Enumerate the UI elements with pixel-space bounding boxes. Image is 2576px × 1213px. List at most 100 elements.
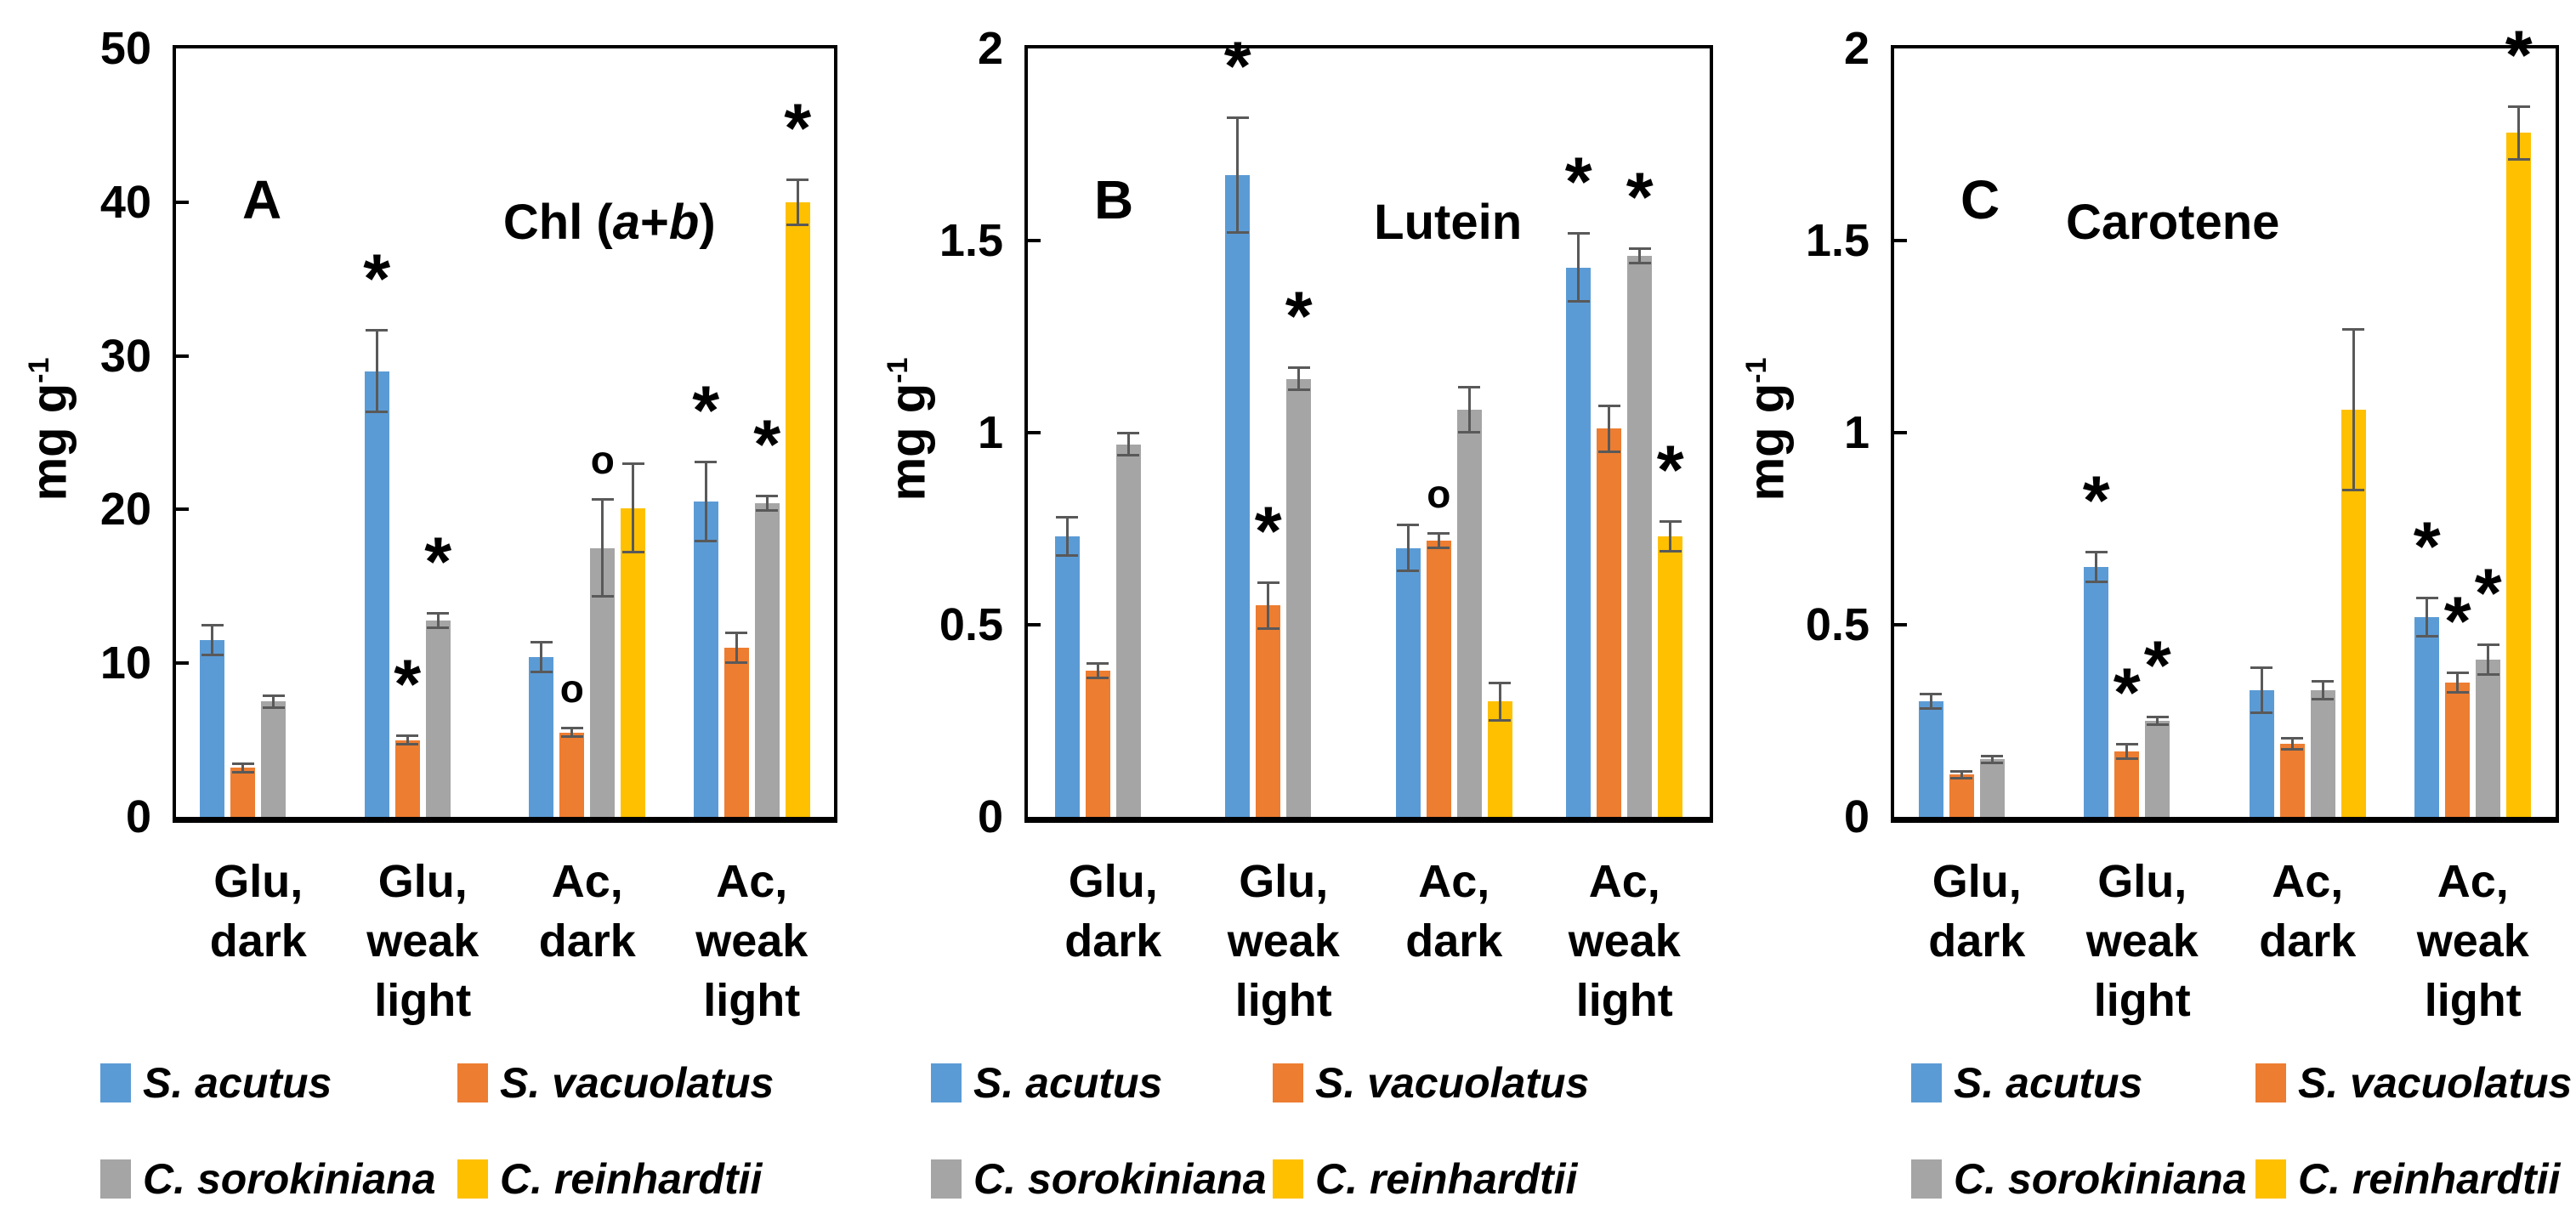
legend-item-s-acutus: S. acutus bbox=[100, 1058, 332, 1108]
error-bar-cap-top bbox=[396, 734, 419, 738]
legend-label: C. reinhardtii bbox=[2298, 1155, 2561, 1203]
x-category-label-line: dark bbox=[2259, 915, 2357, 966]
legend-swatch-icon bbox=[1911, 1159, 1942, 1199]
error-bar-cap-bottom bbox=[786, 223, 809, 226]
error-bar-cap-bottom bbox=[2507, 158, 2530, 162]
error-bar-cap-bottom bbox=[262, 706, 285, 709]
bar-c-reinhardtii-cat4 bbox=[1658, 536, 1683, 817]
circle-significance-marker: o bbox=[559, 666, 584, 711]
legend-item-s-vacuolatus: S. vacuolatus bbox=[457, 1058, 774, 1108]
legend-label: C. sorokiniana bbox=[973, 1155, 1267, 1203]
error-bar-cap-top bbox=[1920, 693, 1943, 696]
error-bar bbox=[211, 625, 214, 656]
bar-s-acutus-cat2 bbox=[2084, 567, 2109, 817]
panel-title-text: Chl ( bbox=[502, 195, 613, 250]
y-tick-mark bbox=[1028, 239, 1041, 242]
error-bar-cap-bottom bbox=[2281, 747, 2304, 751]
panel-title: Carotene bbox=[2066, 194, 2279, 251]
asterisk-significance-marker: * bbox=[2143, 627, 2171, 706]
bar-s-acutus-cat1 bbox=[1918, 701, 1943, 817]
bar-c-sorokiniana-cat2 bbox=[425, 620, 451, 817]
asterisk-significance-marker: * bbox=[1285, 278, 1313, 356]
error-bar-cap-top bbox=[366, 328, 389, 332]
error-bar-cap-top bbox=[1287, 366, 1310, 370]
x-category-label-line: Ac, bbox=[551, 856, 623, 907]
error-bar-cap-top bbox=[1489, 681, 1512, 684]
legend-swatch-icon bbox=[2255, 1063, 2286, 1102]
error-bar bbox=[1960, 770, 1963, 779]
error-bar bbox=[272, 695, 275, 708]
x-category-label: Glu, dark bbox=[1894, 852, 2060, 971]
x-category-label-line: weak bbox=[1227, 915, 1340, 966]
error-bar bbox=[1498, 682, 1501, 721]
y-tick-mark bbox=[1028, 431, 1041, 434]
asterisk-significance-marker: * bbox=[424, 523, 452, 601]
error-bar-cap-bottom bbox=[366, 411, 389, 414]
panel-title-text: a bbox=[612, 195, 641, 250]
panel-title-text: ) bbox=[699, 195, 716, 250]
x-category-label-line: Ac, bbox=[2272, 856, 2344, 907]
bar-s-acutus-cat3 bbox=[1395, 547, 1421, 817]
bar-c-sorokiniana-cat2 bbox=[2145, 721, 2170, 817]
error-bar bbox=[1467, 386, 1471, 433]
bar-s-vacuolatus-cat3 bbox=[1426, 540, 1451, 817]
panel-letter: C bbox=[1960, 169, 2000, 230]
legend-label: S. vacuolatus bbox=[2298, 1059, 2573, 1107]
x-category-label-line: Glu, bbox=[1068, 856, 1158, 907]
error-bar bbox=[1297, 367, 1301, 391]
bar-c-sorokiniana-cat3 bbox=[1456, 409, 1482, 817]
legend-label: S. acutus bbox=[143, 1059, 332, 1107]
error-bar-cap-top bbox=[427, 611, 450, 615]
asterisk-significance-marker: * bbox=[363, 240, 391, 318]
error-bar-cap-bottom bbox=[695, 540, 718, 543]
y-tick-mark bbox=[176, 507, 189, 512]
bar-c-sorokiniana-cat1 bbox=[1979, 759, 2005, 817]
y-tick-label: 1 bbox=[1843, 407, 1870, 458]
y-tick-label: 10 bbox=[99, 638, 151, 689]
asterisk-significance-marker: * bbox=[2443, 582, 2471, 660]
error-bar-cap-top bbox=[2312, 679, 2335, 683]
bar-c-reinhardtii-cat3 bbox=[621, 507, 646, 817]
error-bar bbox=[1669, 520, 1672, 553]
x-category-label-line: Glu, bbox=[1932, 856, 2022, 907]
error-bar-cap-bottom bbox=[1659, 550, 1682, 553]
legend-item-c-reinhardtii: C. reinhardtii bbox=[457, 1154, 762, 1204]
error-bar bbox=[2456, 672, 2460, 693]
error-bar-cap-bottom bbox=[2446, 691, 2469, 694]
y-tick-label: 1.5 bbox=[939, 215, 1003, 266]
x-category-label-line: weak bbox=[366, 915, 479, 966]
error-bar bbox=[1406, 524, 1410, 571]
error-bar-cap-bottom bbox=[725, 661, 748, 665]
error-bar-cap-top bbox=[1950, 769, 1973, 773]
error-bar-cap-top bbox=[1056, 516, 1079, 519]
bar-s-vacuolatus-cat2 bbox=[1256, 605, 1281, 817]
error-bar-cap-bottom bbox=[1597, 450, 1620, 453]
legend-swatch-icon bbox=[100, 1063, 131, 1102]
x-category-label-line: dark bbox=[1928, 915, 2026, 966]
bar-s-vacuolatus-cat2 bbox=[394, 740, 420, 817]
y-tick-mark bbox=[1028, 623, 1041, 626]
y-tick-label: 20 bbox=[99, 484, 151, 536]
error-bar-cap-bottom bbox=[2312, 698, 2335, 701]
error-bar-cap-bottom bbox=[2477, 672, 2499, 676]
y-tick-mark bbox=[1894, 623, 1907, 626]
error-bar bbox=[1437, 532, 1440, 548]
legend-swatch-icon bbox=[931, 1063, 962, 1102]
plot-area: * * * o * o * * bbox=[173, 45, 837, 823]
x-category-label-line: Glu, bbox=[2097, 856, 2187, 907]
error-bar bbox=[735, 632, 738, 664]
error-bar-cap-top bbox=[725, 632, 748, 635]
error-bar bbox=[1126, 433, 1130, 456]
error-bar bbox=[1990, 755, 1994, 763]
panel-letter: A bbox=[242, 169, 282, 230]
error-bar-cap-top bbox=[756, 495, 779, 498]
legend-label: S. vacuolatus bbox=[1315, 1059, 1590, 1107]
error-bar bbox=[241, 762, 245, 773]
y-tick-label: 2 bbox=[977, 23, 1003, 74]
error-bar bbox=[1267, 582, 1270, 629]
panel-chl-a-b: mg g-1 * * * o * o * * 0 10 20 30 40 50 A Chl (a+b) Glu, d… bbox=[0, 0, 859, 1213]
error-bar-cap-bottom bbox=[1287, 388, 1310, 392]
bar-c-reinhardtii-cat4 bbox=[785, 201, 810, 817]
error-bar-cap-bottom bbox=[2115, 757, 2138, 761]
error-bar-cap-bottom bbox=[560, 734, 583, 738]
